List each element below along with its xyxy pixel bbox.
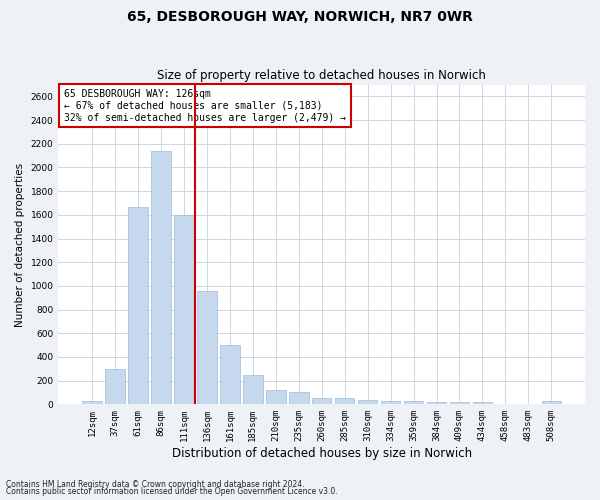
Bar: [197, 290, 217, 405]
Bar: [450, 402, 469, 404]
Bar: [335, 398, 355, 404]
Bar: [358, 400, 377, 404]
Bar: [427, 402, 446, 404]
Text: 65 DESBOROUGH WAY: 126sqm
← 67% of detached houses are smaller (5,183)
32% of se: 65 DESBOROUGH WAY: 126sqm ← 67% of detac…: [64, 90, 346, 122]
Bar: [151, 151, 171, 405]
Bar: [312, 398, 331, 404]
Bar: [266, 390, 286, 404]
Bar: [128, 206, 148, 404]
Bar: [82, 402, 102, 404]
Bar: [542, 402, 561, 404]
Title: Size of property relative to detached houses in Norwich: Size of property relative to detached ho…: [157, 69, 486, 82]
Bar: [174, 215, 194, 404]
Text: Contains public sector information licensed under the Open Government Licence v3: Contains public sector information licen…: [6, 487, 338, 496]
Y-axis label: Number of detached properties: Number of detached properties: [15, 162, 25, 326]
Bar: [106, 369, 125, 404]
Bar: [243, 374, 263, 404]
Bar: [473, 402, 492, 404]
Bar: [381, 402, 400, 404]
X-axis label: Distribution of detached houses by size in Norwich: Distribution of detached houses by size …: [172, 447, 472, 460]
Bar: [289, 392, 308, 404]
Text: 65, DESBOROUGH WAY, NORWICH, NR7 0WR: 65, DESBOROUGH WAY, NORWICH, NR7 0WR: [127, 10, 473, 24]
Text: Contains HM Land Registry data © Crown copyright and database right 2024.: Contains HM Land Registry data © Crown c…: [6, 480, 305, 489]
Bar: [404, 402, 424, 404]
Bar: [220, 344, 239, 405]
